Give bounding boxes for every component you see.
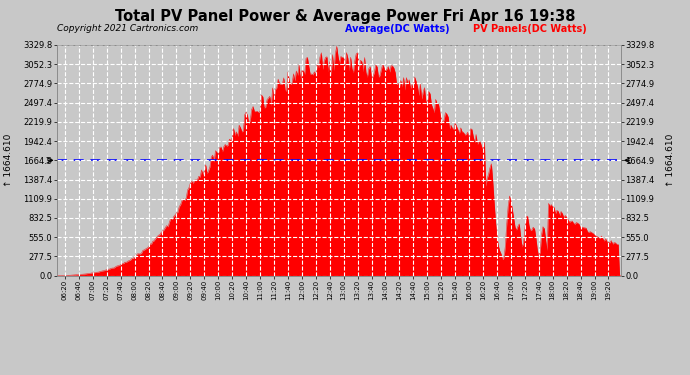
Text: Total PV Panel Power & Average Power Fri Apr 16 19:38: Total PV Panel Power & Average Power Fri… xyxy=(115,9,575,24)
Text: ↑ 1664.610: ↑ 1664.610 xyxy=(3,134,13,187)
Text: PV Panels(DC Watts): PV Panels(DC Watts) xyxy=(473,24,586,34)
Text: ↑ 1664.610: ↑ 1664.610 xyxy=(666,134,676,187)
Text: Average(DC Watts): Average(DC Watts) xyxy=(345,24,450,34)
Text: Copyright 2021 Cartronics.com: Copyright 2021 Cartronics.com xyxy=(57,24,198,33)
